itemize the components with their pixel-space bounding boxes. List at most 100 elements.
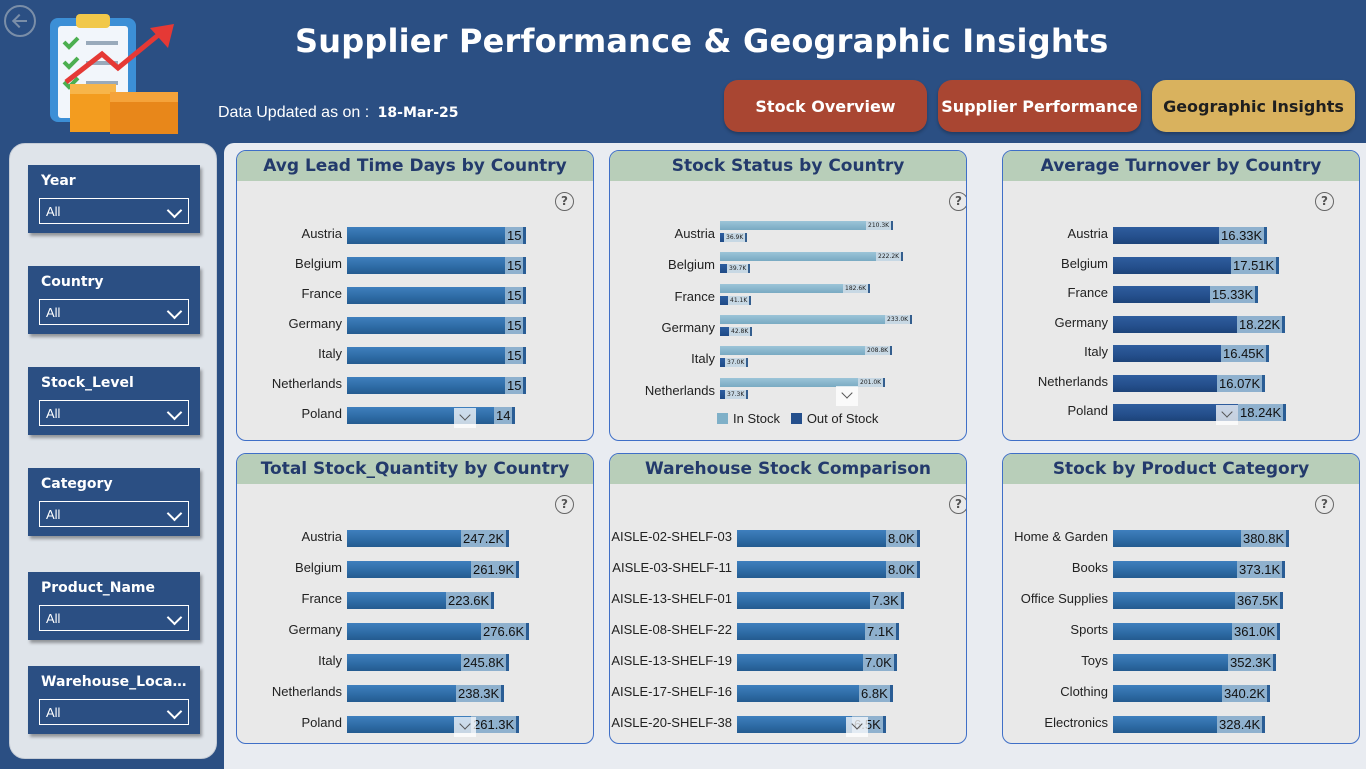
bar[interactable] xyxy=(347,377,505,394)
data-label: 373.1K xyxy=(1237,561,1286,578)
bar[interactable] xyxy=(347,257,505,274)
bar[interactable] xyxy=(1113,685,1222,702)
total-stock-quantity-chart[interactable]: Total Stock_Quantity by Country ? Austri… xyxy=(236,453,594,744)
bar[interactable] xyxy=(737,530,886,547)
bar[interactable] xyxy=(1113,256,1231,274)
question-icon[interactable]: ? xyxy=(1315,495,1334,514)
bar[interactable] xyxy=(1113,530,1241,547)
stock-status-chart[interactable]: Stock Status by Country ? In Stock Out o… xyxy=(609,150,967,441)
bar-in-stock[interactable] xyxy=(720,221,866,230)
chevron-down-icon[interactable] xyxy=(836,386,858,406)
question-icon[interactable]: ? xyxy=(555,495,574,514)
data-label: 210.3K xyxy=(866,221,894,230)
slicer-warehouse-location: Warehouse_Locati... All xyxy=(28,666,200,734)
bar[interactable] xyxy=(737,623,865,640)
geographic-insights-button[interactable]: Geographic Insights xyxy=(1152,80,1355,132)
bar[interactable] xyxy=(1113,654,1228,671)
bar-in-stock[interactable] xyxy=(720,314,885,324)
stock-level-dropdown[interactable]: All xyxy=(39,400,189,426)
warehouse-stock-chart[interactable]: Warehouse Stock Comparison ? AISLE-02-SH… xyxy=(609,453,967,744)
bar[interactable] xyxy=(1113,374,1217,392)
data-label: 14 xyxy=(494,407,516,424)
supplier-performance-button[interactable]: Supplier Performance xyxy=(938,80,1141,132)
warehouse-location-dropdown[interactable]: All xyxy=(39,699,189,725)
legend-label: In Stock xyxy=(733,411,780,426)
avg-turnover-chart[interactable]: Average Turnover by Country ? Austria 16.… xyxy=(1002,150,1360,441)
data-updated-info: Data Updated as on : 18-Mar-25 xyxy=(218,104,459,122)
bar[interactable] xyxy=(1113,345,1221,362)
bar[interactable] xyxy=(1113,227,1219,244)
question-icon[interactable]: ? xyxy=(555,192,574,211)
bar-in-stock[interactable] xyxy=(720,252,876,262)
data-label: 39.7K xyxy=(727,264,751,274)
bar[interactable] xyxy=(737,685,859,702)
bar[interactable] xyxy=(737,654,863,671)
bar[interactable] xyxy=(347,592,446,609)
bar[interactable] xyxy=(737,592,870,609)
bar-out-of-stock[interactable] xyxy=(720,389,725,399)
bar[interactable] xyxy=(737,716,852,733)
filter-panel: Year All Country All Stock_Level All Cat… xyxy=(9,143,217,759)
data-label: 7.0K xyxy=(863,654,897,671)
bar[interactable] xyxy=(347,561,471,578)
category-label: Italy xyxy=(318,346,342,361)
category-label: AISLE-03-SHELF-11 xyxy=(612,560,732,575)
category-dropdown[interactable]: All xyxy=(39,501,189,527)
bar[interactable] xyxy=(1113,592,1235,609)
bar[interactable] xyxy=(1113,286,1210,303)
bar-in-stock[interactable] xyxy=(720,283,843,293)
bar[interactable] xyxy=(347,347,505,364)
bar[interactable] xyxy=(347,716,471,733)
slicer-label: Stock_Level xyxy=(41,375,134,391)
data-label: 36.9K xyxy=(724,233,748,242)
chevron-down-icon[interactable] xyxy=(846,717,868,737)
bar[interactable] xyxy=(347,227,505,244)
back-arrow-icon[interactable] xyxy=(4,5,36,37)
stock-overview-button[interactable]: Stock Overview xyxy=(724,80,927,132)
bar[interactable] xyxy=(347,654,461,671)
bar-out-of-stock[interactable] xyxy=(720,264,727,274)
bar[interactable] xyxy=(347,623,481,640)
bar-out-of-stock[interactable] xyxy=(720,358,725,368)
category-label: Austria xyxy=(301,529,342,544)
bar[interactable] xyxy=(1113,623,1232,640)
year-dropdown[interactable]: All xyxy=(39,198,189,224)
chevron-down-icon[interactable] xyxy=(1216,405,1238,425)
updated-label: Data Updated as on : xyxy=(218,104,370,121)
product-name-dropdown[interactable]: All xyxy=(39,605,189,631)
bar[interactable] xyxy=(347,530,461,547)
bar-out-of-stock[interactable] xyxy=(720,295,728,305)
chevron-down-icon[interactable] xyxy=(454,717,476,737)
bar-in-stock[interactable] xyxy=(720,346,865,356)
bar[interactable] xyxy=(1113,404,1238,421)
clipboard-boxes-growth-icon xyxy=(50,14,178,134)
bar-out-of-stock[interactable] xyxy=(720,326,729,336)
chevron-down-icon[interactable] xyxy=(454,408,476,428)
bar[interactable] xyxy=(347,685,456,702)
data-label: 247.2K xyxy=(461,530,510,547)
chart-title: Stock by Product Category xyxy=(1003,454,1359,484)
question-icon[interactable]: ? xyxy=(949,495,966,514)
bar[interactable] xyxy=(737,561,886,578)
bar[interactable] xyxy=(347,287,505,304)
slicer-year: Year All xyxy=(28,165,200,233)
country-dropdown[interactable]: All xyxy=(39,299,189,325)
bar-out-of-stock[interactable] xyxy=(720,233,724,242)
bar[interactable] xyxy=(347,317,505,334)
avg-lead-time-chart[interactable]: Avg Lead Time Days by Country ? Austria 1… xyxy=(236,150,594,441)
bar-in-stock[interactable] xyxy=(720,377,858,387)
category-label: Books xyxy=(1071,560,1108,575)
data-label: 261.3K xyxy=(471,716,520,733)
category-label: Italy xyxy=(691,351,715,367)
category-label: Austria xyxy=(674,226,715,241)
slicer-product-name: Product_Name All xyxy=(28,572,200,640)
bar[interactable] xyxy=(1113,716,1217,733)
category-label: Netherlands xyxy=(1037,373,1108,389)
dropdown-value: All xyxy=(46,305,61,320)
question-icon[interactable]: ? xyxy=(1315,192,1334,211)
question-icon[interactable]: ? xyxy=(949,192,966,211)
category-label: AISLE-13-SHELF-19 xyxy=(611,653,732,668)
bar[interactable] xyxy=(1113,561,1237,578)
stock-by-category-chart[interactable]: Stock by Product Category ? Home & Garde… xyxy=(1002,453,1360,744)
bar[interactable] xyxy=(1113,315,1237,333)
